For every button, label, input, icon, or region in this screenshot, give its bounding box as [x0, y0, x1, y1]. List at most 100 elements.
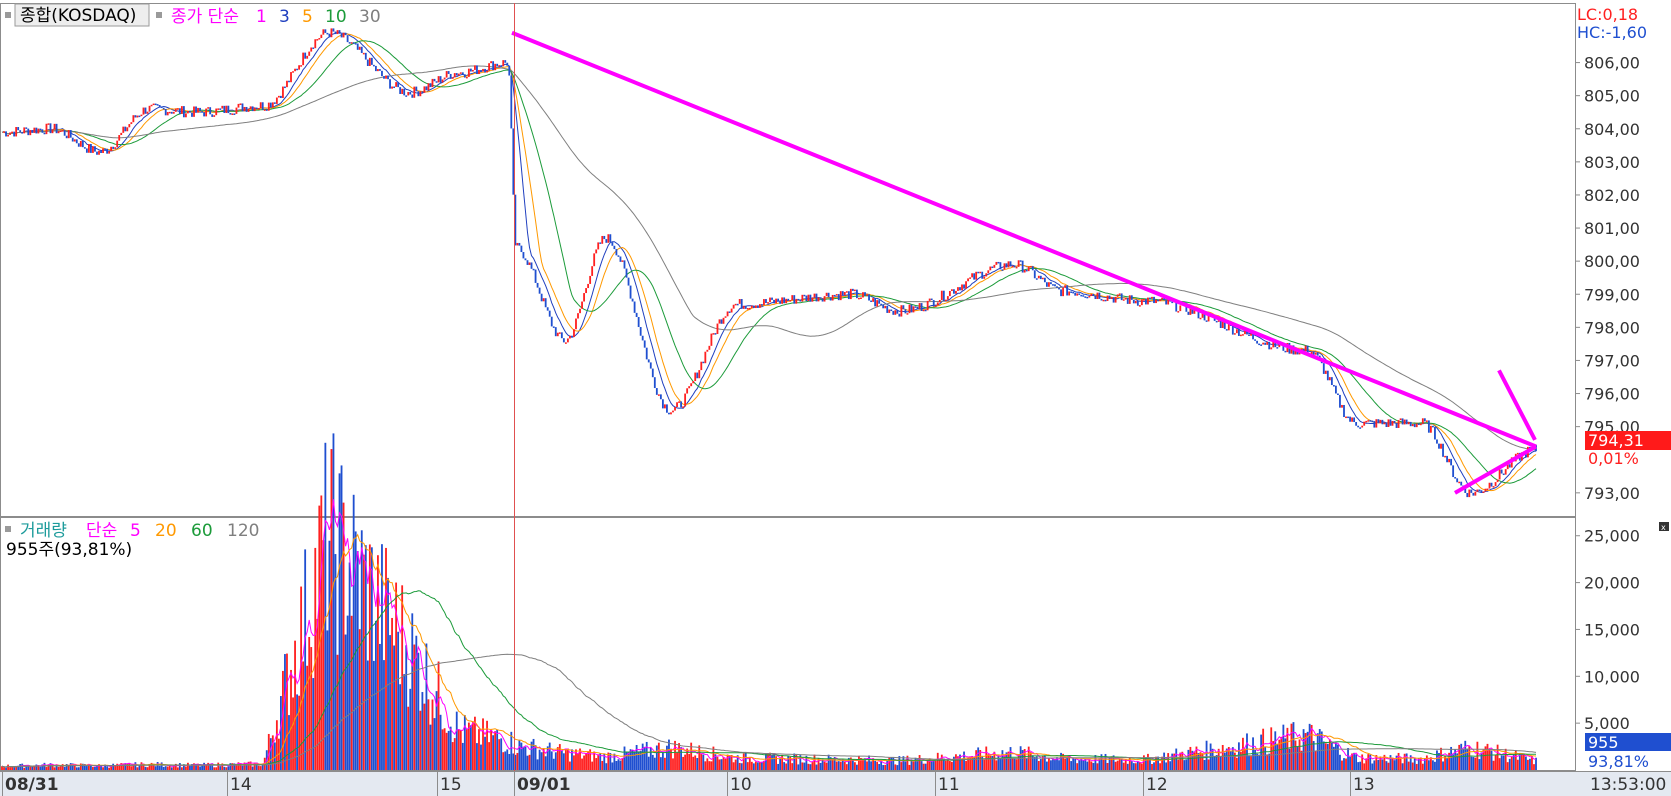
volume-bar — [1078, 759, 1081, 770]
volume-bar — [346, 615, 349, 770]
volume-bar — [785, 763, 788, 770]
price-candle — [1242, 334, 1244, 336]
volume-bar — [393, 645, 395, 770]
price-candle — [344, 32, 347, 36]
price-candle — [1266, 341, 1269, 345]
volume-bar — [643, 746, 646, 770]
price-candle — [977, 271, 980, 274]
price-candle — [534, 269, 537, 283]
volume-bar — [338, 473, 341, 770]
volume-bar — [457, 729, 460, 770]
price-candle — [1413, 423, 1416, 428]
price-candle — [284, 86, 286, 89]
volume-bar — [1070, 761, 1073, 770]
price-candle — [413, 86, 416, 98]
price-candle — [437, 76, 440, 83]
price-candle — [201, 111, 203, 113]
trendline-down[interactable] — [511, 30, 1537, 449]
volume-bar — [445, 732, 448, 770]
volume-bar — [474, 716, 476, 770]
price-candle — [49, 123, 52, 134]
volume-bar — [1112, 755, 1115, 770]
price-candle — [536, 282, 539, 288]
price-candle — [657, 394, 660, 396]
volume-bar — [595, 758, 598, 770]
price-candle — [932, 300, 935, 307]
volume-bar — [894, 764, 897, 770]
price-candle — [484, 68, 486, 73]
volume-bar — [1035, 756, 1038, 770]
price-candle — [467, 68, 470, 77]
trendline-up[interactable] — [1454, 444, 1537, 495]
x-tick-label: 08/31 — [5, 775, 59, 795]
price-candle — [1207, 313, 1210, 322]
volume-bar — [1425, 755, 1428, 770]
volume-bar — [465, 728, 468, 770]
price-candle — [71, 137, 74, 142]
price-candle — [7, 134, 9, 137]
volume-bar — [19, 764, 22, 770]
price-candle — [1019, 260, 1022, 262]
volume-bar — [940, 754, 943, 770]
price-candle — [288, 80, 290, 83]
volume-bar — [571, 749, 573, 770]
volume-bar — [1007, 751, 1010, 770]
price-candle — [1282, 342, 1285, 351]
price-candle — [722, 317, 725, 324]
volume-bar — [1522, 754, 1525, 770]
volume-bar — [932, 760, 935, 770]
price-candle — [1064, 285, 1066, 288]
price-candle — [704, 351, 707, 364]
volume-ma-label: 단순 — [86, 521, 117, 541]
price-candle — [330, 28, 333, 38]
price-candle — [459, 72, 462, 74]
price-candle — [1246, 329, 1248, 335]
volume-bar — [1104, 753, 1107, 770]
price-candle — [423, 86, 426, 93]
price-candle — [700, 361, 703, 371]
price-candle — [15, 127, 18, 137]
volume-bar — [407, 706, 410, 770]
price-candle — [1041, 277, 1044, 280]
price-candle — [1252, 333, 1254, 340]
volume-bar — [591, 761, 594, 770]
price-candle — [562, 338, 565, 343]
volume-bar — [231, 763, 234, 770]
price-candle — [316, 39, 319, 41]
volume-bar — [162, 766, 165, 770]
price-ma-period: 3 — [279, 7, 290, 27]
price-candle — [720, 319, 723, 324]
volume-bar — [37, 765, 40, 770]
volume-bar — [902, 756, 905, 770]
volume-bar — [126, 763, 129, 770]
price-candle — [1155, 299, 1157, 304]
price-candle — [73, 139, 76, 142]
volume-bar — [1395, 755, 1398, 770]
volume-bar — [1254, 749, 1256, 770]
volume-bar — [132, 764, 135, 770]
price-candle — [494, 63, 497, 71]
volume-bar — [1415, 763, 1418, 770]
price-candle — [1136, 300, 1139, 306]
index-selector-label: 종합(KOSDAQ) — [20, 6, 136, 26]
panel-collapse-button[interactable] — [1659, 522, 1669, 531]
arrow-annotation[interactable] — [1497, 369, 1537, 441]
volume-bar — [809, 764, 812, 770]
price-candle — [1343, 404, 1345, 418]
price-candle — [304, 52, 307, 59]
index-selector-button[interactable] — [14, 3, 150, 27]
price-candle — [1052, 284, 1054, 286]
volume-bar — [73, 765, 76, 770]
price-candle — [573, 329, 575, 338]
volume-bar — [558, 744, 561, 770]
volume-bar — [841, 759, 844, 770]
price-candle — [443, 77, 446, 80]
price-candle — [350, 42, 353, 44]
price-candle — [401, 88, 404, 94]
volume-bar — [564, 749, 567, 770]
volume-bar — [136, 767, 139, 770]
volume-bar — [1282, 724, 1285, 770]
volume-bar — [1050, 760, 1052, 770]
volume-bar — [1514, 750, 1517, 770]
